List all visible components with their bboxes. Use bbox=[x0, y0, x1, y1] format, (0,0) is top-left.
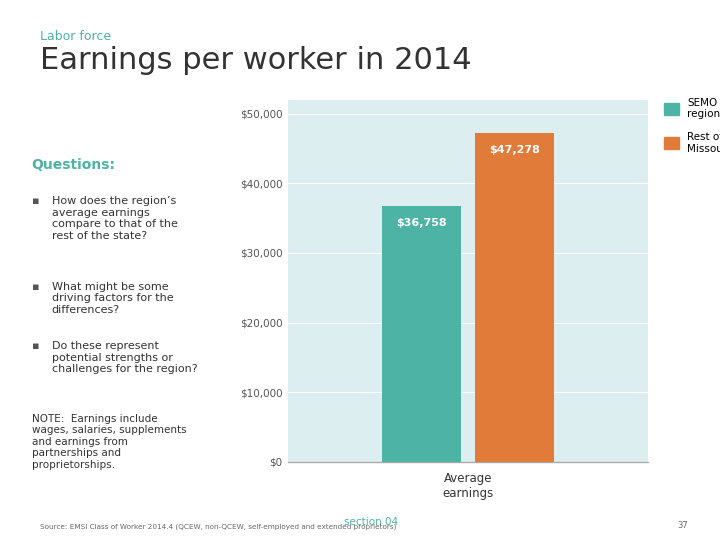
Legend: SEMO
region, Rest of
Missouri: SEMO region, Rest of Missouri bbox=[664, 98, 720, 153]
Text: ▪: ▪ bbox=[32, 196, 39, 206]
Bar bbox=[475, 133, 554, 462]
Text: Earnings per worker in 2014: Earnings per worker in 2014 bbox=[40, 46, 471, 75]
Text: $36,758: $36,758 bbox=[396, 219, 446, 228]
Text: What might be some
driving factors for the
differences?: What might be some driving factors for t… bbox=[52, 282, 174, 315]
Text: ▪: ▪ bbox=[32, 282, 39, 292]
Text: Questions:: Questions: bbox=[32, 158, 116, 172]
Text: How does the region’s
average earnings
compare to that of the
rest of the state?: How does the region’s average earnings c… bbox=[52, 196, 178, 241]
Bar bbox=[382, 206, 461, 462]
Text: Labor force: Labor force bbox=[40, 30, 111, 43]
Text: Source: EMSI Class of Worker 2014.4 (QCEW, non-QCEW, self-employed and extended : Source: EMSI Class of Worker 2014.4 (QCE… bbox=[40, 524, 396, 530]
Text: $47,278: $47,278 bbox=[490, 145, 540, 156]
Text: ▪: ▪ bbox=[32, 341, 39, 351]
Text: NOTE:  Earnings include
wages, salaries, supplements
and earnings from
partnersh: NOTE: Earnings include wages, salaries, … bbox=[32, 414, 186, 470]
Text: 37: 37 bbox=[677, 521, 688, 530]
Text: Do these represent
potential strengths or
challenges for the region?: Do these represent potential strengths o… bbox=[52, 341, 197, 374]
Text: section 04: section 04 bbox=[343, 517, 398, 528]
